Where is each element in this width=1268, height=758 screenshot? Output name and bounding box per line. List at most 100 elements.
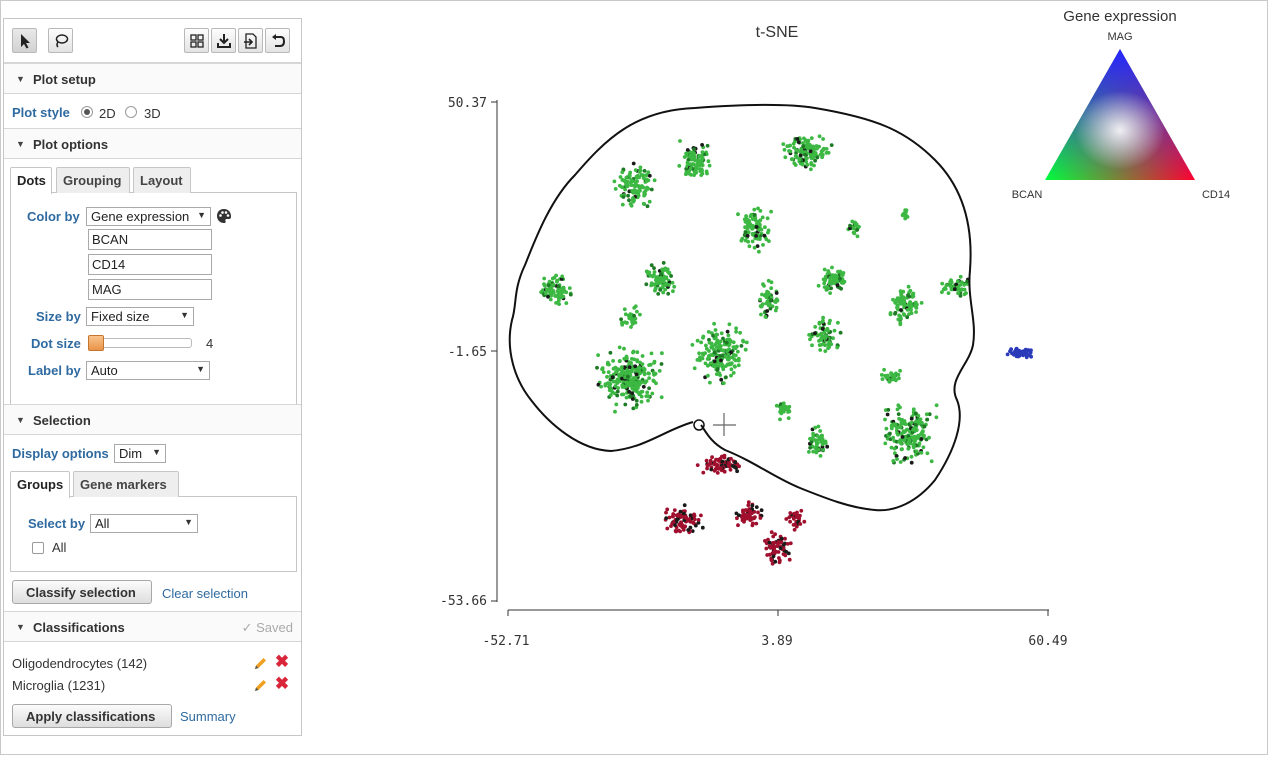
y-tick-label-bottom: -53.66 xyxy=(440,594,487,609)
scatter-point xyxy=(628,202,633,206)
tsne-svg[interactable]: t-SNE 50.37 -1.65 -53.66 -52.71 3.89 60.… xyxy=(305,0,1265,755)
scatter-point xyxy=(907,312,911,316)
scatter-point xyxy=(712,468,717,473)
tab-grouping[interactable]: Grouping xyxy=(56,167,130,193)
plot-options-header[interactable]: ▼ Plot options xyxy=(4,128,301,159)
label-by-select[interactable]: Auto ▼ xyxy=(86,361,210,380)
scatter-point xyxy=(622,346,626,351)
scatter-point xyxy=(777,556,781,560)
scatter-point xyxy=(899,431,904,436)
scatter-point xyxy=(662,276,667,281)
gene-input-1[interactable]: BCAN xyxy=(88,229,212,250)
scatter-point xyxy=(765,289,769,294)
scatter-point xyxy=(745,514,749,519)
scatter-point xyxy=(914,411,918,416)
color-by-select[interactable]: Gene expression ▼ xyxy=(86,207,211,226)
scatter-point xyxy=(724,340,729,345)
scatter-point xyxy=(790,157,795,162)
clear-selection-link[interactable]: Clear selection xyxy=(162,586,248,601)
export-button[interactable] xyxy=(238,28,263,53)
scatter-point xyxy=(896,412,901,416)
all-checkbox[interactable] xyxy=(32,542,44,554)
lasso-tool-button[interactable] xyxy=(48,28,73,53)
summary-link[interactable]: Summary xyxy=(180,709,236,724)
radio-3d[interactable] xyxy=(125,106,137,118)
caret-down-icon: ▼ xyxy=(16,74,25,84)
select-by-select[interactable]: All ▼ xyxy=(90,514,198,533)
scatter-point xyxy=(603,383,608,388)
delete-x-icon[interactable]: ✖ xyxy=(274,674,290,693)
scatter-point xyxy=(698,169,703,174)
scatter-point xyxy=(656,292,661,296)
scatter-point xyxy=(909,420,914,425)
delete-x-icon[interactable]: ✖ xyxy=(274,652,290,671)
display-options-select[interactable]: Dim ▼ xyxy=(114,444,166,463)
scatter-point xyxy=(739,344,744,348)
scatter-point xyxy=(652,266,656,270)
scatter-point xyxy=(642,372,647,377)
scatter-point xyxy=(758,297,762,302)
scatter-point xyxy=(791,516,796,521)
scatter-point xyxy=(895,425,899,430)
gene-input-3[interactable]: MAG xyxy=(88,279,212,300)
scatter-point xyxy=(701,470,706,475)
scatter-point xyxy=(595,365,599,370)
scatter-point xyxy=(729,362,733,367)
scatter-point xyxy=(787,409,792,414)
tab-dots[interactable]: Dots xyxy=(10,167,52,194)
scatter-point xyxy=(708,353,713,357)
legend-left-label: BCAN xyxy=(1012,189,1043,201)
scatter-point xyxy=(639,394,644,399)
scatter-point xyxy=(612,391,617,396)
scatter-point xyxy=(826,286,830,290)
scatter-point xyxy=(596,353,600,357)
apply-classifications-button[interactable]: Apply classifications xyxy=(12,704,172,728)
tab-layout[interactable]: Layout xyxy=(133,167,191,193)
scatter-point xyxy=(756,206,760,211)
scatter-point xyxy=(714,345,719,349)
scatter-points[interactable] xyxy=(539,134,1033,566)
scatter-point xyxy=(898,425,902,430)
scatter-point xyxy=(919,437,924,441)
scatter-point xyxy=(726,333,731,338)
caret-down-icon: ▼ xyxy=(16,139,25,149)
plot-setup-header[interactable]: ▼ Plot setup xyxy=(4,63,301,94)
scatter-point xyxy=(721,381,726,385)
download-button[interactable] xyxy=(211,28,236,53)
scatter-point xyxy=(659,272,663,276)
tab-gene-markers[interactable]: Gene markers xyxy=(73,471,179,497)
scatter-point xyxy=(647,386,651,391)
dot-size-slider-thumb[interactable] xyxy=(88,335,104,351)
gene-input-2[interactable]: CD14 xyxy=(88,254,212,275)
scatter-point xyxy=(801,141,805,145)
lasso-start-handle[interactable] xyxy=(693,419,705,431)
grid-button[interactable] xyxy=(184,28,209,53)
palette-icon[interactable] xyxy=(216,208,232,227)
scatter-point xyxy=(727,343,731,348)
scatter-point xyxy=(624,182,628,187)
scatter-point xyxy=(813,331,817,336)
scatter-point xyxy=(962,292,967,297)
classify-selection-button[interactable]: Classify selection xyxy=(12,580,152,604)
classifications-header[interactable]: ▼ Classifications ✓ Saved xyxy=(4,611,301,642)
gene-expression-legend: Gene expression MAG BCAN CD14 xyxy=(1012,8,1230,201)
scatter-point xyxy=(909,460,914,465)
x-tick-label-left: -52.71 xyxy=(483,634,530,649)
scatter-point xyxy=(885,436,890,441)
scatter-point xyxy=(555,279,559,284)
edit-pencil-icon[interactable] xyxy=(252,677,268,693)
scatter-point xyxy=(695,164,700,169)
scatter-point xyxy=(623,402,628,407)
radio-2d[interactable] xyxy=(81,106,93,118)
edit-pencil-icon[interactable] xyxy=(252,655,268,671)
size-by-select[interactable]: Fixed size ▼ xyxy=(86,307,194,326)
undo-button[interactable] xyxy=(265,28,290,53)
tsne-plot-area[interactable]: t-SNE 50.37 -1.65 -53.66 -52.71 3.89 60.… xyxy=(305,0,1265,755)
selection-header[interactable]: ▼ Selection xyxy=(4,404,301,435)
scatter-point xyxy=(734,329,738,334)
select-tool-button[interactable] xyxy=(12,28,37,53)
tab-groups[interactable]: Groups xyxy=(10,471,70,498)
scatter-point xyxy=(919,450,924,455)
scatter-point xyxy=(677,164,682,168)
scatter-point xyxy=(659,362,664,366)
